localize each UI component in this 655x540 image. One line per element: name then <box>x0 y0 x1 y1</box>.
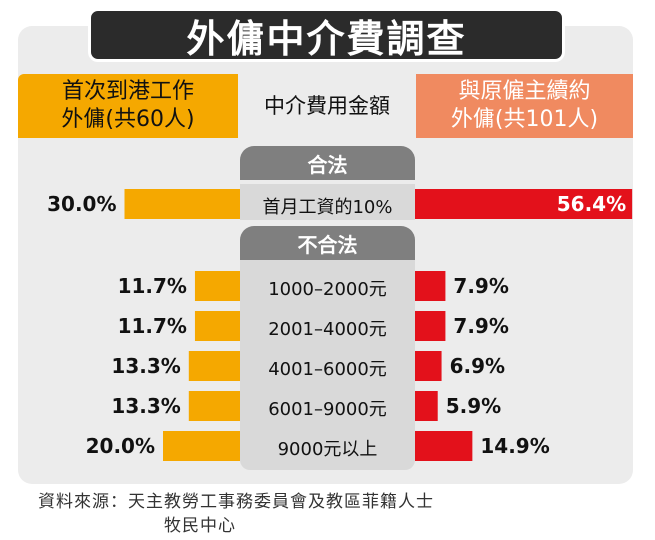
left-value-label-1: 11.7% <box>117 274 187 298</box>
source-line2: 牧民中心 <box>164 516 236 536</box>
right-value-label-3: 6.9% <box>449 354 506 378</box>
header-left-line2: 外傭(共60人) <box>61 107 195 132</box>
right-bar-1 <box>415 271 446 301</box>
right-value-label-2: 7.9% <box>453 314 509 338</box>
header-middle: 中介費用金額 <box>238 74 416 138</box>
header-right: 與原僱主續約 外傭(共101人) <box>416 74 633 138</box>
header-right-line2: 外傭(共101人) <box>450 107 599 132</box>
left-value-label-2: 11.7% <box>117 314 187 338</box>
legal-section-pill: 合法 <box>240 146 415 180</box>
left-bar-0 <box>124 189 240 219</box>
left-bar-4 <box>188 391 240 421</box>
right-value-label-1: 7.9% <box>453 274 509 298</box>
right-value-label-0: 56.4% <box>556 192 627 216</box>
legal-row-background <box>240 184 415 220</box>
left-value-label-5: 20.0% <box>85 434 155 458</box>
category-label-2: 2001–4000元 <box>268 319 387 340</box>
left-value-label-3: 13.3% <box>111 354 181 378</box>
source-line1: 資料來源：天主教勞工事務委員會及教區菲籍人士 <box>38 492 434 512</box>
left-value-label-4: 13.3% <box>111 394 181 418</box>
category-label-4: 6001–9000元 <box>268 399 387 420</box>
right-bar-4 <box>415 391 438 421</box>
right-bar-0 <box>415 189 633 219</box>
category-label-3: 4001–6000元 <box>268 359 387 380</box>
header-right-line1: 與原僱主續約 <box>458 79 591 104</box>
source-note: 資料來源：天主教勞工事務委員會及教區菲籍人士 牧民中心 <box>38 490 638 538</box>
header-left: 首次到港工作 外傭(共60人) <box>18 74 238 138</box>
left-bar-1 <box>194 271 240 301</box>
chart-title: 外傭中介費調查 <box>88 8 565 62</box>
right-value-label-5: 14.9% <box>480 434 550 458</box>
right-bar-2 <box>415 311 446 341</box>
left-bar-2 <box>194 311 240 341</box>
category-label-5: 9000元以上 <box>277 439 378 460</box>
illegal-section-pill: 不合法 <box>240 226 415 260</box>
category-label-0: 首月工資的10% <box>262 197 393 218</box>
right-bar-5 <box>415 431 473 461</box>
illegal-rows-background <box>240 260 415 470</box>
right-bar-3 <box>415 351 442 381</box>
left-value-label-0: 30.0% <box>47 192 117 216</box>
category-label-1: 1000–2000元 <box>268 279 387 300</box>
left-bar-3 <box>188 351 240 381</box>
header-left-line1: 首次到港工作 <box>61 79 194 104</box>
right-value-label-4: 5.9% <box>445 394 502 418</box>
left-bar-5 <box>163 431 240 461</box>
